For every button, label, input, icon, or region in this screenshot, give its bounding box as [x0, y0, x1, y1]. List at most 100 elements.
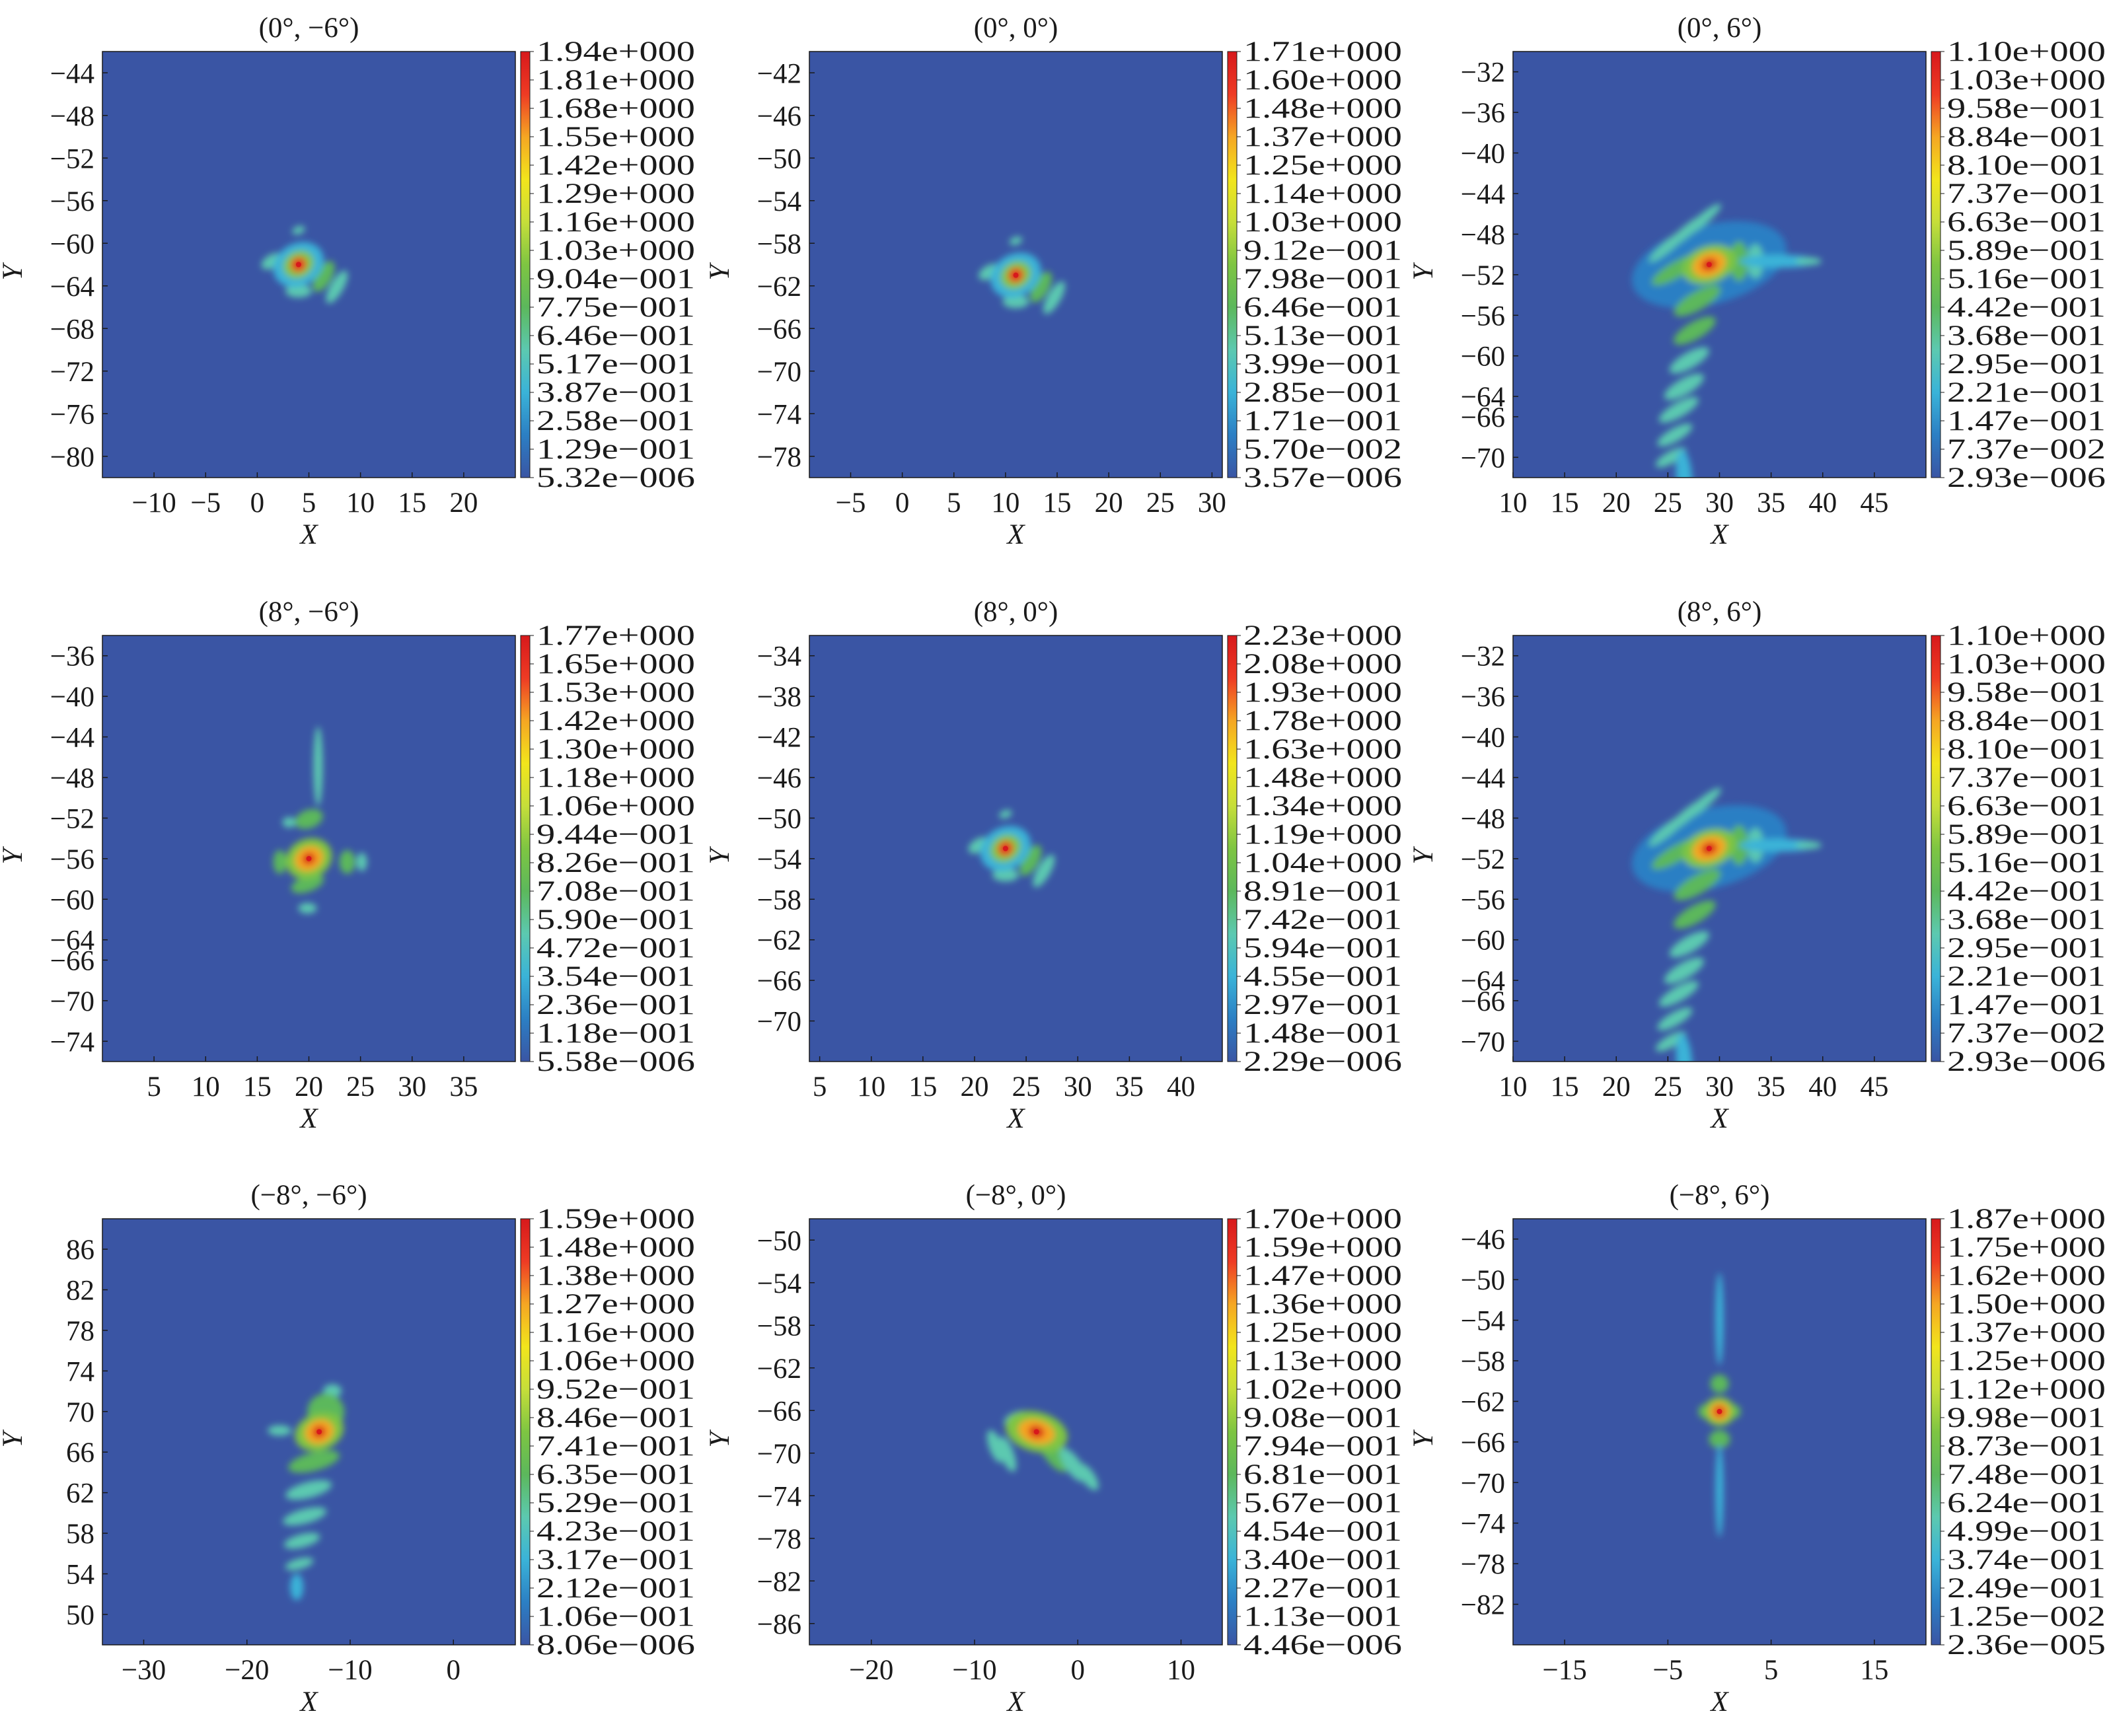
- heatmap-lobe: [1710, 1374, 1729, 1393]
- colorbar-label: 7.37e−002: [1947, 434, 2106, 465]
- colorbar-label: 3.40e−001: [1243, 1544, 1402, 1575]
- y-tick-label: −46: [1461, 1225, 1505, 1256]
- heatmap-lobes: [1631, 787, 1822, 1062]
- colorbar-label: 9.44e−001: [536, 819, 695, 850]
- panel-title: (8°, −6°): [259, 597, 359, 628]
- colorbar-label: 5.32e−006: [536, 462, 695, 493]
- y-tick-label: −74: [50, 1027, 94, 1058]
- heatmap-lobe: [1674, 869, 1721, 900]
- y-tick-label: −72: [50, 357, 94, 388]
- panel-5: (8°, 0°) 5 10 15 20 25 30 35 40 −34 −38 −42 −46 −50 −5…: [704, 597, 1402, 1134]
- y-tick-label: −44: [1461, 763, 1505, 794]
- colorbar-label: 1.71e−001: [1243, 406, 1402, 437]
- colorbar-label: 1.36e+000: [1243, 1289, 1402, 1320]
- x-tick-label: 5: [302, 488, 316, 519]
- heatmap-lobe: [273, 850, 287, 874]
- x-tick-label: 15: [1551, 488, 1579, 519]
- colorbar-label: 1.04e+000: [1243, 848, 1402, 879]
- heatmap-lobe: [339, 850, 355, 874]
- x-tick-label: 20: [1095, 488, 1123, 519]
- plot-frame: [809, 635, 1223, 1062]
- heatmap-lobe: [1043, 281, 1065, 314]
- colorbar-label: 2.58e−001: [536, 406, 695, 437]
- colorbar-label: 3.99e−001: [1243, 349, 1402, 380]
- y-tick-label: −56: [1461, 301, 1505, 332]
- heatmap-lobe: [1664, 373, 1704, 400]
- colorbar-label: 9.52e−001: [536, 1374, 695, 1405]
- y-tick-label: −32: [1461, 57, 1505, 89]
- panel-3: (0°, 6°) 10 15 20 25 30 35 40 45 −32 −36 −40 −44 −48 −…: [1408, 13, 2106, 550]
- heatmap-lobe: [298, 902, 317, 914]
- panel-4: (8°, −6°) 5 10 15 20 25 30 35 −36 −40 −44 −48 −52 −56…: [0, 597, 695, 1134]
- colorbar-label: 2.21e−001: [1947, 377, 2106, 408]
- x-tick-label: 45: [1860, 1071, 1888, 1103]
- colorbar-label: 6.46e−001: [1243, 292, 1402, 323]
- y-tick-label: −78: [1461, 1549, 1505, 1580]
- colorbar-label: 1.03e+000: [1947, 649, 2106, 680]
- x-tick-label: 30: [1705, 488, 1734, 519]
- y-tick-label: 86: [66, 1235, 94, 1266]
- panel-2: (0°, 0°)−5 0 5 10 15 20 25 30−42−46−50−54−58−62…: [704, 13, 1402, 550]
- y-tick-label: −70: [757, 1007, 801, 1038]
- y-tick-label: −64: [1461, 966, 1505, 997]
- heatmap-lobe: [1715, 1444, 1724, 1537]
- colorbar-label: 1.59e+000: [1243, 1232, 1402, 1263]
- colorbar-label: 1.16e+000: [536, 1317, 695, 1348]
- heatmap-lobe: [1664, 957, 1704, 984]
- y-tick-label: −32: [1461, 641, 1505, 672]
- colorbar-label: 1.42e+000: [536, 150, 695, 181]
- y-tick-label: −50: [1461, 1265, 1505, 1296]
- colorbar-label: 7.94e−001: [1243, 1431, 1402, 1462]
- y-tick-label: −66: [757, 966, 801, 997]
- x-tick-label: 10: [1499, 1071, 1528, 1103]
- heatmap-lobe: [998, 1436, 1017, 1472]
- colorbar-label: 1.87e+000: [1947, 1204, 2106, 1235]
- colorbar-label: 1.29e−001: [536, 434, 695, 465]
- x-tick-label: 0: [895, 488, 910, 519]
- colorbar: [1227, 1218, 1238, 1646]
- x-tick-label: 25: [1146, 488, 1175, 519]
- heatmap-lobe: [1019, 845, 1042, 876]
- y-tick-label: −48: [50, 763, 94, 794]
- colorbar: [1931, 1218, 1941, 1646]
- heatmap-lobe: [1738, 254, 1818, 268]
- colorbar-label: 8.10e−001: [1947, 734, 2106, 765]
- colorbar-label: 9.58e−001: [1947, 677, 2106, 708]
- heatmap-lobe: [1658, 397, 1699, 423]
- colorbar: [1227, 51, 1238, 478]
- colorbar-label: 5.17e−001: [536, 349, 695, 380]
- x-tick-label: 35: [1757, 1071, 1785, 1103]
- x-axis-label: X: [1006, 1686, 1025, 1718]
- colorbar-label: 1.47e−001: [1947, 406, 2106, 437]
- colorbar-label: 5.67e−001: [1243, 1488, 1402, 1519]
- colorbar-label: 2.95e−001: [1947, 349, 2106, 380]
- colorbar-label: 1.62e+000: [1947, 1260, 2106, 1291]
- y-tick-label: −40: [1461, 723, 1505, 754]
- y-axis-label: Y: [704, 846, 735, 864]
- y-tick-label: −82: [1461, 1590, 1505, 1621]
- colorbar-label: 2.08e+000: [1243, 649, 1402, 680]
- colorbar-label: 9.12e−001: [1243, 235, 1402, 266]
- colorbar-label: 4.55e−001: [1243, 961, 1402, 992]
- y-tick-label: −78: [757, 1524, 801, 1555]
- x-tick-label: 25: [1654, 1071, 1682, 1103]
- heatmap-lobe: [1655, 1031, 1686, 1052]
- colorbar-label: 1.81e+000: [536, 65, 695, 96]
- colorbar-label: 5.94e−001: [1243, 933, 1402, 964]
- colorbar-label: 1.48e−001: [1243, 1018, 1402, 1049]
- colorbar-label: 9.58e−001: [1947, 93, 2106, 124]
- x-tick-label: 10: [346, 488, 375, 519]
- colorbar-label: 4.99e−001: [1947, 1516, 2106, 1547]
- colorbar-label: 1.59e+000: [536, 1204, 695, 1235]
- y-tick-label: −70: [757, 357, 801, 388]
- y-tick-label: −86: [757, 1609, 801, 1640]
- colorbar-label: 1.03e+000: [536, 235, 695, 266]
- x-tick-label: 20: [295, 1071, 323, 1103]
- y-tick-label: −50: [757, 1225, 801, 1256]
- colorbar-label: 5.70e−002: [1243, 434, 1402, 465]
- colorbar-label: 4.46e−006: [1243, 1630, 1402, 1661]
- colorbar-label: 1.94e+000: [536, 36, 695, 67]
- colorbar-label: 5.16e−001: [1947, 848, 2106, 879]
- x-axis-label: X: [1006, 1103, 1025, 1134]
